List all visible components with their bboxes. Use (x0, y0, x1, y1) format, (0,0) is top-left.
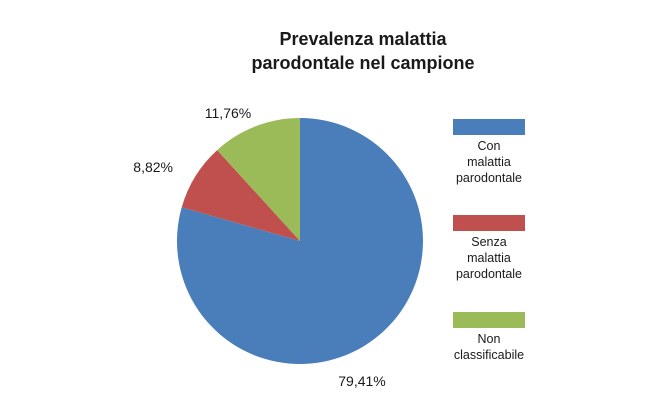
legend-swatch-2 (453, 215, 525, 231)
legend-label-2: Senza malattia parodontale (456, 235, 522, 281)
legend-label-1: Con malattia parodontale (456, 139, 522, 185)
legend-label-line: malattia (467, 251, 511, 265)
data-label-3: 11,76% (205, 105, 251, 121)
legend-label-line: parodontale (456, 267, 522, 281)
data-labels: 79,41% 8,82% 11,76% (133, 105, 385, 389)
pie-slice-1 (177, 118, 424, 364)
legend-label-line: parodontale (456, 171, 522, 185)
legend-swatch-1 (453, 119, 525, 135)
data-label-1: 79,41% (338, 373, 385, 389)
pie-slices (177, 118, 424, 364)
legend-label-line: classificabile (454, 348, 524, 362)
legend-swatch-3 (453, 312, 525, 328)
legend: Con malattia parodontale Senza malattia parod… (453, 119, 525, 362)
legend-label-3: Non classificabile (454, 332, 524, 362)
legend-label-line: Senza (471, 235, 506, 249)
legend-label-line: malattia (467, 155, 511, 169)
data-label-2: 8,82% (133, 159, 173, 175)
legend-label-line: Non (478, 332, 501, 346)
pie-slice-3 (217, 118, 300, 241)
chart-title-line-1: Prevalenza malattia (279, 29, 447, 49)
pie-slice-2 (181, 150, 300, 241)
chart-title-line-2: parodontale nel campione (251, 53, 474, 73)
legend-label-line: Con (478, 139, 501, 153)
